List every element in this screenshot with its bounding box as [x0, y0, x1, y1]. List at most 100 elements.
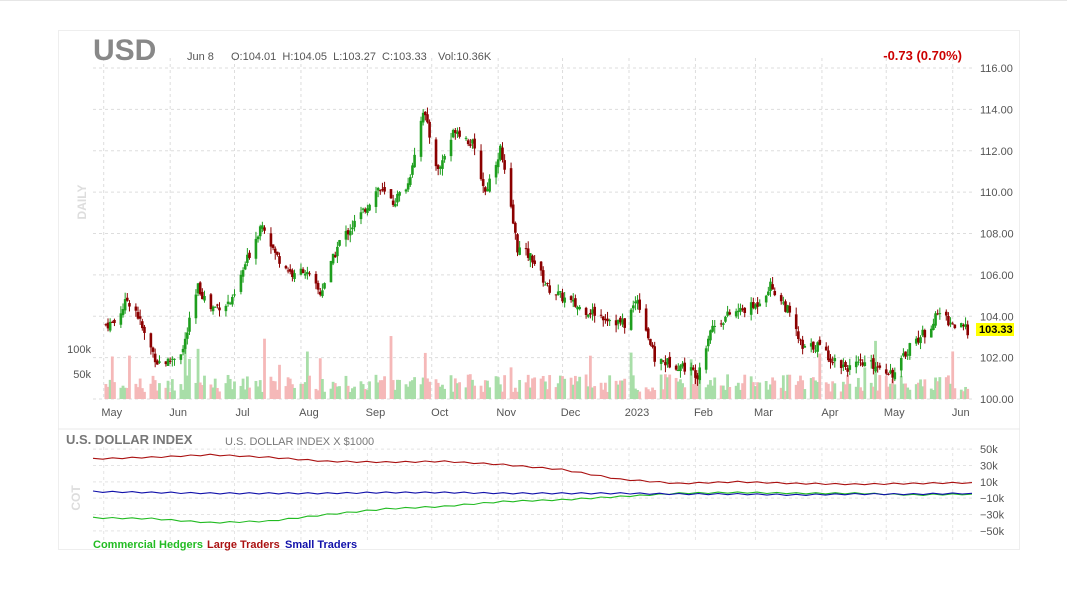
- candle-body: [533, 260, 536, 265]
- volume-bar: [419, 384, 423, 399]
- candle-body: [143, 326, 146, 333]
- candle-body: [861, 362, 864, 366]
- volume-bar: [471, 379, 474, 399]
- candle-body: [623, 318, 626, 328]
- x-tick-label: Nov: [496, 407, 516, 419]
- candle-body: [661, 360, 665, 362]
- volume-bar: [554, 387, 558, 399]
- candle-body: [872, 358, 875, 369]
- candle-body: [494, 165, 498, 178]
- candle-body: [173, 358, 176, 360]
- candle-body: [629, 309, 633, 330]
- volume-bar: [269, 376, 273, 399]
- volume-bar: [153, 380, 157, 399]
- volume-bar: [764, 381, 768, 399]
- candle-body: [779, 295, 783, 302]
- volume-bar: [949, 383, 952, 399]
- candle-body: [113, 319, 116, 324]
- volume-bar: [719, 385, 723, 399]
- volume-bar: [558, 375, 562, 399]
- volume-bar: [170, 379, 174, 399]
- volume-bar: [483, 380, 487, 399]
- volume-bar: [245, 376, 249, 399]
- volume-bar: [183, 342, 187, 399]
- volume-bar: [348, 391, 352, 399]
- x-tick-label: Jul: [235, 407, 249, 419]
- volume-bar: [233, 381, 236, 399]
- candle-body: [767, 291, 770, 296]
- y-tick-label: 116.00: [980, 63, 1013, 75]
- candle-body: [529, 253, 532, 261]
- volume-bar: [361, 384, 365, 399]
- volume-bar: [316, 390, 320, 399]
- candle-body: [814, 350, 817, 352]
- volume-bar: [481, 391, 485, 399]
- candle-body: [254, 238, 258, 259]
- candle-body: [797, 331, 800, 340]
- candle-body: [756, 302, 759, 307]
- candle-body: [707, 338, 710, 347]
- candle-body: [646, 328, 650, 339]
- volume-bar: [531, 378, 534, 399]
- volume-bar: [646, 389, 650, 399]
- volume-bar: [134, 383, 138, 399]
- candle-body: [126, 297, 129, 301]
- candle-body: [709, 330, 712, 341]
- candle-body: [164, 361, 168, 365]
- volume-bar: [569, 377, 573, 399]
- candle-body: [183, 338, 187, 349]
- volume-bar: [666, 377, 669, 399]
- volume-bar: [421, 377, 425, 399]
- candle-body: [443, 155, 446, 160]
- volume-bar: [464, 387, 468, 399]
- volume-bar: [588, 355, 592, 399]
- volume-bar: [811, 377, 815, 399]
- candle-body: [393, 203, 397, 207]
- candle-body: [218, 307, 221, 311]
- candle-body: [239, 274, 243, 292]
- candle-body: [196, 283, 200, 294]
- last-price-label: 103.33: [979, 324, 1013, 336]
- volume-bar: [899, 375, 903, 399]
- volume-bar: [434, 379, 438, 399]
- candle-body: [449, 139, 453, 157]
- candle-body: [616, 319, 620, 324]
- volume-bar: [629, 352, 633, 399]
- candle-body: [859, 359, 862, 361]
- volume-bar: [739, 389, 742, 399]
- candle-body: [771, 284, 774, 290]
- candle-body: [754, 304, 757, 309]
- volume-bar: [466, 374, 470, 399]
- volume-bar: [374, 374, 378, 399]
- volume-bar: [359, 381, 363, 399]
- candle-body: [209, 294, 213, 310]
- volume-bar: [301, 383, 305, 399]
- candle-body: [951, 323, 955, 325]
- cot-subtitle: U.S. DOLLAR INDEX X $1000: [225, 436, 374, 448]
- candle-body: [501, 147, 504, 160]
- volume-bar: [528, 387, 532, 399]
- candle-body: [857, 361, 860, 363]
- volume-bar: [951, 351, 955, 399]
- candle-body: [158, 361, 161, 363]
- volume-bar: [636, 390, 639, 399]
- volume-bar: [884, 375, 888, 399]
- candle-body: [156, 360, 159, 365]
- volume-bar: [591, 387, 594, 399]
- volume-bar: [198, 382, 202, 399]
- candle-body: [398, 192, 401, 196]
- volume-bar: [104, 384, 108, 399]
- cot-axis-label: COT: [69, 485, 83, 511]
- candle-body: [563, 297, 566, 303]
- volume-bar: [586, 386, 590, 399]
- volume-bar: [711, 385, 714, 399]
- candle-body: [378, 190, 382, 192]
- volume-bar: [136, 387, 140, 399]
- candle-body: [829, 358, 832, 363]
- volume-bar: [248, 387, 251, 399]
- volume-bar: [509, 367, 513, 399]
- candle-body: [391, 200, 395, 205]
- volume-bar: [651, 387, 654, 399]
- candle-body: [959, 323, 963, 328]
